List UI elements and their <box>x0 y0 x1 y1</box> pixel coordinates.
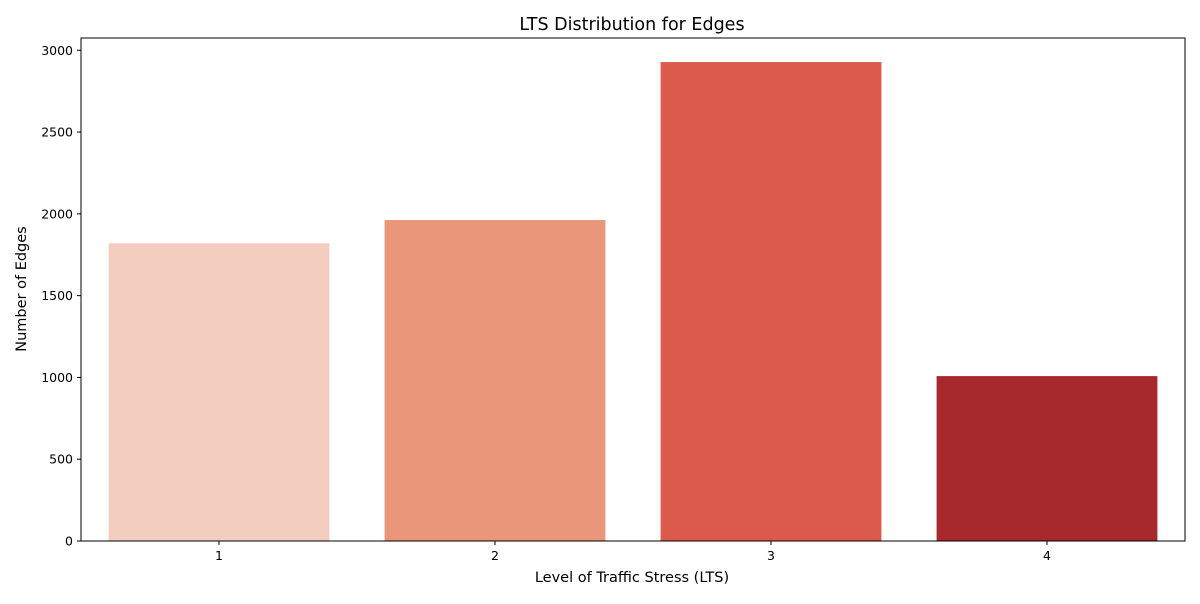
y-axis-label: Number of Edges <box>14 226 30 352</box>
bar-lts-3 <box>660 62 882 542</box>
axes-layer <box>80 37 1186 542</box>
y-tick-label: 3000 <box>41 43 73 58</box>
chart-title: LTS Distribution for Edges <box>519 15 744 35</box>
y-tick-label: 500 <box>49 452 73 467</box>
ticks-layer: 1 2 3 4 0 500 1000 1500 2000 2500 3000 <box>41 43 1051 563</box>
x-tick-label: 4 <box>1043 548 1051 563</box>
y-tick-label: 1000 <box>41 370 73 385</box>
x-tick-label: 3 <box>767 548 775 563</box>
y-tick-label: 1500 <box>41 288 73 303</box>
plot-frame <box>80 37 1186 542</box>
bar-lts-2 <box>384 220 606 541</box>
bar-lts-4 <box>936 376 1158 541</box>
y-tick-label: 2500 <box>41 125 73 140</box>
x-tick-label: 1 <box>215 548 223 563</box>
y-tick-label: 0 <box>65 534 73 549</box>
bar-lts-1 <box>108 243 330 541</box>
x-tick-label: 2 <box>491 548 499 563</box>
x-axis-label: Level of Traffic Stress (LTS) <box>535 570 729 586</box>
y-tick-label: 2000 <box>41 206 73 221</box>
bars-layer <box>108 62 1158 542</box>
